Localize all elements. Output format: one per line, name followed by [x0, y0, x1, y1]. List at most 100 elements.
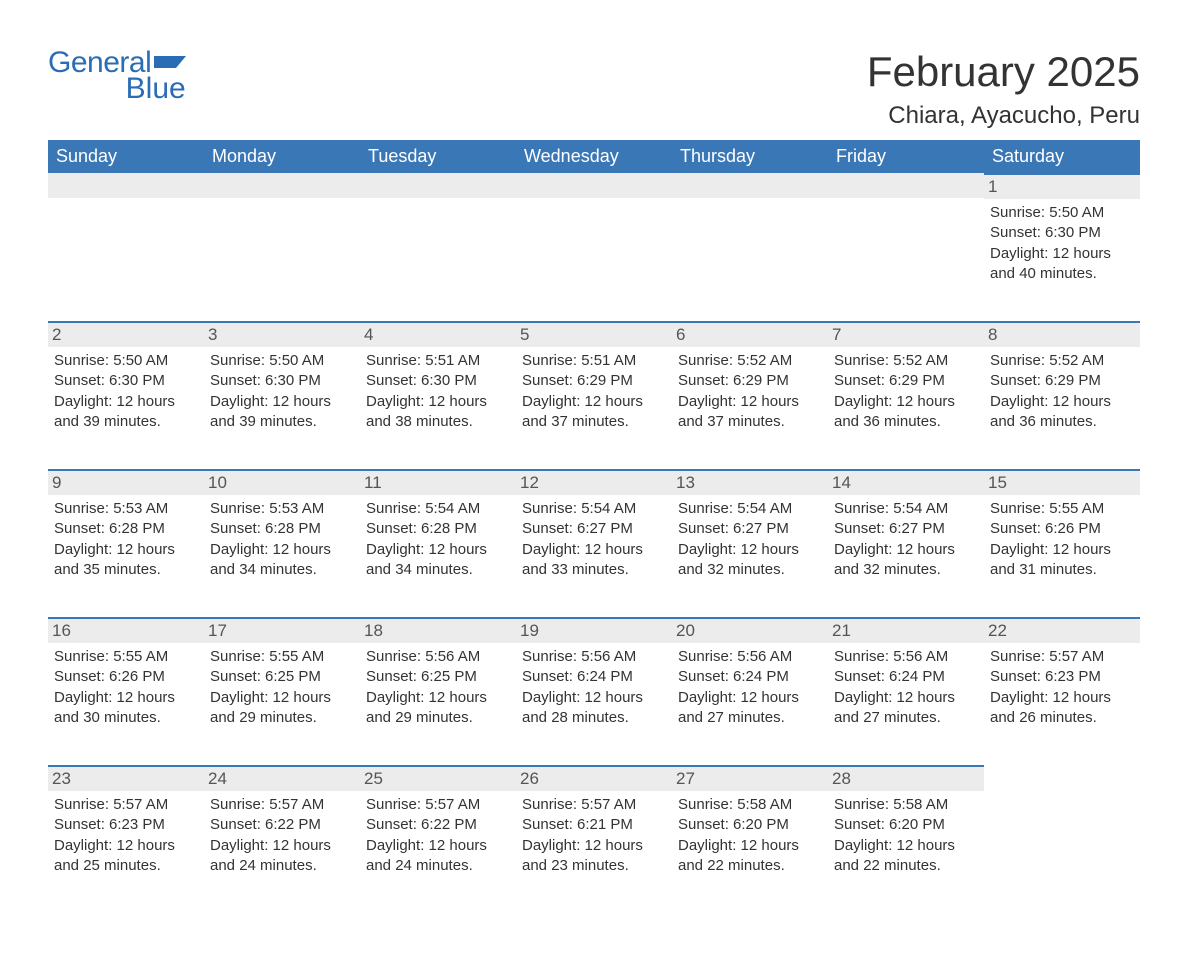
daylight-line: Daylight: 12 hours and 32 minutes. [834, 540, 978, 581]
daylight-line: Daylight: 12 hours and 29 minutes. [210, 688, 354, 729]
day-number [360, 173, 516, 198]
day-number: 18 [360, 617, 516, 643]
day-number: 2 [48, 321, 204, 347]
weekday-header: Sunday [48, 140, 204, 173]
sunrise-line: Sunrise: 5:57 AM [210, 795, 354, 815]
day-cell: 14Sunrise: 5:54 AMSunset: 6:27 PMDayligh… [828, 469, 984, 617]
day-cell: 23Sunrise: 5:57 AMSunset: 6:23 PMDayligh… [48, 765, 204, 913]
sunrise-line: Sunrise: 5:55 AM [210, 647, 354, 667]
daylight-line: Daylight: 12 hours and 37 minutes. [522, 392, 666, 433]
sunset-line: Sunset: 6:22 PM [210, 815, 354, 835]
day-info: Sunrise: 5:52 AMSunset: 6:29 PMDaylight:… [678, 351, 822, 432]
day-cell: 10Sunrise: 5:53 AMSunset: 6:28 PMDayligh… [204, 469, 360, 617]
day-info: Sunrise: 5:54 AMSunset: 6:27 PMDaylight:… [678, 499, 822, 580]
day-number: 8 [984, 321, 1140, 347]
sunset-line: Sunset: 6:22 PM [366, 815, 510, 835]
sunset-line: Sunset: 6:27 PM [834, 519, 978, 539]
day-number [48, 173, 204, 198]
sunrise-line: Sunrise: 5:56 AM [834, 647, 978, 667]
sunset-line: Sunset: 6:29 PM [678, 371, 822, 391]
day-info: Sunrise: 5:55 AMSunset: 6:26 PMDaylight:… [990, 499, 1134, 580]
day-cell [516, 173, 672, 321]
sunset-line: Sunset: 6:29 PM [834, 371, 978, 391]
daylight-line: Daylight: 12 hours and 27 minutes. [834, 688, 978, 729]
day-cell: 1Sunrise: 5:50 AMSunset: 6:30 PMDaylight… [984, 173, 1140, 321]
day-cell [672, 173, 828, 321]
sunset-line: Sunset: 6:27 PM [678, 519, 822, 539]
day-cell: 7 Sunrise: 5:52 AMSunset: 6:29 PMDaylight… [828, 321, 984, 469]
sunrise-line: Sunrise: 5:50 AM [54, 351, 198, 371]
daylight-line: Daylight: 12 hours and 36 minutes. [990, 392, 1134, 433]
location-subtitle: Chiara, Ayacucho, Peru [867, 102, 1140, 130]
day-cell: 17Sunrise: 5:55 AMSunset: 6:25 PMDayligh… [204, 617, 360, 765]
day-info: Sunrise: 5:56 AMSunset: 6:24 PMDaylight:… [522, 647, 666, 728]
day-info: Sunrise: 5:52 AMSunset: 6:29 PMDaylight:… [834, 351, 978, 432]
daylight-line: Daylight: 12 hours and 25 minutes. [54, 836, 198, 877]
calendar-week-row: 16Sunrise: 5:55 AMSunset: 6:26 PMDayligh… [48, 617, 1140, 765]
day-number: 25 [360, 765, 516, 791]
day-cell [984, 765, 1140, 913]
weekday-header: Wednesday [516, 140, 672, 173]
sunset-line: Sunset: 6:28 PM [366, 519, 510, 539]
day-info: Sunrise: 5:56 AMSunset: 6:25 PMDaylight:… [366, 647, 510, 728]
sunrise-line: Sunrise: 5:55 AM [990, 499, 1134, 519]
sunrise-line: Sunrise: 5:52 AM [990, 351, 1134, 371]
day-info: Sunrise: 5:53 AMSunset: 6:28 PMDaylight:… [54, 499, 198, 580]
day-number [828, 173, 984, 198]
sunset-line: Sunset: 6:23 PM [990, 667, 1134, 687]
sunrise-line: Sunrise: 5:57 AM [522, 795, 666, 815]
sunset-line: Sunset: 6:28 PM [210, 519, 354, 539]
sunrise-line: Sunrise: 5:58 AM [678, 795, 822, 815]
day-info: Sunrise: 5:57 AMSunset: 6:23 PMDaylight:… [990, 647, 1134, 728]
day-info: Sunrise: 5:57 AMSunset: 6:23 PMDaylight:… [54, 795, 198, 876]
day-number: 24 [204, 765, 360, 791]
daylight-line: Daylight: 12 hours and 24 minutes. [366, 836, 510, 877]
day-cell: 13 Sunrise: 5:54 AMSunset: 6:27 PMDayligh… [672, 469, 828, 617]
day-info: Sunrise: 5:51 AMSunset: 6:30 PMDaylight:… [366, 351, 510, 432]
day-number: 1 [984, 173, 1140, 199]
day-cell: 18 Sunrise: 5:56 AMSunset: 6:25 PMDayligh… [360, 617, 516, 765]
sunset-line: Sunset: 6:24 PM [522, 667, 666, 687]
daylight-line: Daylight: 12 hours and 38 minutes. [366, 392, 510, 433]
day-number: 13 [672, 469, 828, 495]
daylight-line: Daylight: 12 hours and 35 minutes. [54, 540, 198, 581]
day-number: 12 [516, 469, 672, 495]
sunset-line: Sunset: 6:25 PM [210, 667, 354, 687]
calendar-week-row: 9 Sunrise: 5:53 AMSunset: 6:28 PMDaylight… [48, 469, 1140, 617]
sunrise-line: Sunrise: 5:51 AM [366, 351, 510, 371]
day-number: 19 [516, 617, 672, 643]
day-info: Sunrise: 5:52 AMSunset: 6:29 PMDaylight:… [990, 351, 1134, 432]
sunrise-line: Sunrise: 5:52 AM [678, 351, 822, 371]
flag-icon [154, 52, 186, 74]
day-number: 9 [48, 469, 204, 495]
page-title: February 2025 [867, 48, 1140, 96]
day-info: Sunrise: 5:55 AMSunset: 6:25 PMDaylight:… [210, 647, 354, 728]
day-info: Sunrise: 5:55 AMSunset: 6:26 PMDaylight:… [54, 647, 198, 728]
title-block: February 2025 Chiara, Ayacucho, Peru [867, 48, 1140, 140]
day-cell: 11Sunrise: 5:54 AMSunset: 6:28 PMDayligh… [360, 469, 516, 617]
sunset-line: Sunset: 6:21 PM [522, 815, 666, 835]
day-number [516, 173, 672, 198]
calendar-body: 1Sunrise: 5:50 AMSunset: 6:30 PMDaylight… [48, 173, 1140, 913]
day-number: 7 [828, 321, 984, 347]
day-info: Sunrise: 5:54 AMSunset: 6:28 PMDaylight:… [366, 499, 510, 580]
day-info: Sunrise: 5:50 AMSunset: 6:30 PMDaylight:… [54, 351, 198, 432]
sunrise-line: Sunrise: 5:54 AM [678, 499, 822, 519]
day-number [672, 173, 828, 198]
weekday-header: Monday [204, 140, 360, 173]
sunset-line: Sunset: 6:30 PM [990, 223, 1134, 243]
daylight-line: Daylight: 12 hours and 31 minutes. [990, 540, 1134, 581]
day-info: Sunrise: 5:57 AMSunset: 6:21 PMDaylight:… [522, 795, 666, 876]
daylight-line: Daylight: 12 hours and 28 minutes. [522, 688, 666, 729]
day-number [204, 173, 360, 198]
day-cell: 9 Sunrise: 5:53 AMSunset: 6:28 PMDaylight… [48, 469, 204, 617]
daylight-line: Daylight: 12 hours and 33 minutes. [522, 540, 666, 581]
day-number: 6 [672, 321, 828, 347]
day-cell [48, 173, 204, 321]
sunrise-line: Sunrise: 5:50 AM [990, 203, 1134, 223]
day-number: 27 [672, 765, 828, 791]
day-cell [204, 173, 360, 321]
daylight-line: Daylight: 12 hours and 37 minutes. [678, 392, 822, 433]
day-cell [360, 173, 516, 321]
daylight-line: Daylight: 12 hours and 34 minutes. [366, 540, 510, 581]
